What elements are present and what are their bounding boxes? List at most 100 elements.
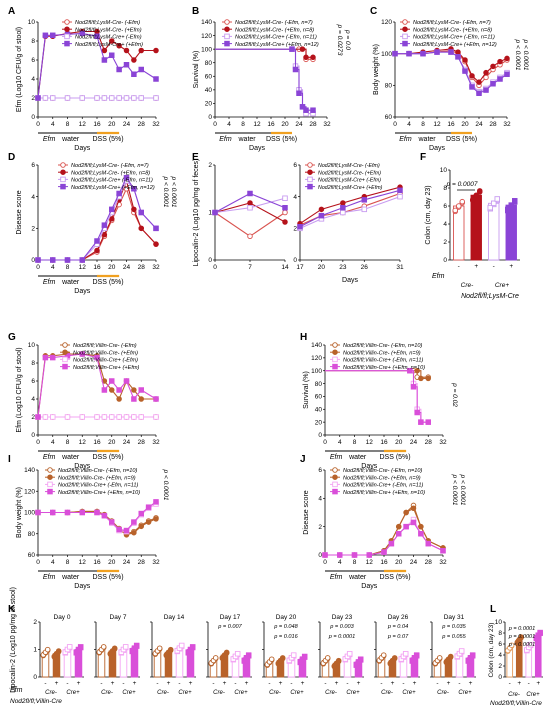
chart-G-point bbox=[94, 354, 100, 361]
chart-B-x-tick-label: 0 bbox=[213, 121, 217, 128]
chart-K-group-label: Cre- bbox=[213, 690, 225, 696]
chart-A-legend-text: Nod2fl/fl;LysM-Cre- (-Efm) bbox=[75, 20, 140, 26]
chart-A-point bbox=[153, 47, 159, 54]
chart-E-legend-text: Nod2fl/fl;LysM-Cre+ (-Efm) bbox=[318, 178, 381, 184]
chart-E2-point bbox=[397, 193, 403, 200]
panel-label-I: I bbox=[8, 454, 11, 465]
chart-K-panel-title: Day 14 bbox=[164, 614, 185, 621]
chart-G-legend-text: Nod2fl/fl;Villin-Cre+ (-Efm) bbox=[73, 358, 138, 364]
chart-K-panel-1-dot bbox=[122, 644, 129, 650]
chart-B-y-tick-label: 100 bbox=[201, 46, 212, 53]
chart-B-legend-marker bbox=[224, 40, 230, 47]
chart-L-efm-tick: - bbox=[509, 680, 511, 687]
chart-G-legend-text: Nod2fl/fl;Villin-Cre- (-Efm) bbox=[73, 343, 137, 349]
chart-F: 0 2 4 6 8 10 - + - + Colon (cm, day 23) p = 0.0007 E… bbox=[425, 167, 520, 300]
chart-A-efm-label: Efm bbox=[43, 136, 56, 143]
chart-L-y-tick-label: 4 bbox=[498, 652, 502, 659]
chart-D-dss-label: DSS (5%) bbox=[93, 279, 124, 286]
chart-A-point bbox=[79, 95, 85, 101]
chart-D-legend-marker bbox=[60, 169, 66, 175]
chart-A-point bbox=[138, 47, 144, 54]
chart-I-x-tick-label: 24 bbox=[123, 559, 131, 566]
chart-J-point bbox=[366, 552, 373, 558]
chart-K-p-value: p = 0.003 bbox=[329, 624, 354, 630]
chart-C-point bbox=[504, 71, 510, 77]
chart-B-point bbox=[303, 54, 309, 61]
panel-label-A: A bbox=[8, 6, 15, 17]
chart-K-panel-3-dot bbox=[234, 650, 241, 657]
chart-A-x-tick-label: 12 bbox=[79, 121, 87, 128]
chart-A-point bbox=[138, 95, 144, 101]
chart-C-dss-label: DSS (5%) bbox=[446, 136, 477, 143]
chart-K-panel-2-dot bbox=[189, 644, 196, 650]
panel-label-G: G bbox=[8, 332, 16, 343]
chart-A-x-tick-label: 4 bbox=[51, 121, 55, 128]
chart-A-point bbox=[123, 62, 130, 68]
chart-I-legend-text: Nod2fl/fl;Villin-Cre+ (-Efm, n=11) bbox=[58, 483, 138, 489]
chart-L-dot bbox=[537, 629, 543, 636]
chart-B-series-line bbox=[215, 48, 313, 111]
chart-E1-y-tick-label: 2 bbox=[208, 162, 212, 169]
chart-K-panel-7-efm-tick: - bbox=[458, 680, 460, 687]
chart-C: 60 80 100 120 0 4 8 12 16 20 24 28 32 Body weight (%)… bbox=[373, 19, 529, 152]
chart-J-point bbox=[388, 540, 395, 547]
chart-B-ylabel: Survival (%) bbox=[193, 51, 200, 89]
chart-H-legend-text: Nod2fl/fl;Villin-Cre+ (-Efm, n=11) bbox=[343, 358, 423, 364]
chart-G-legend-text: Nod2fl/fl;Villin-Cre+ (+Efm) bbox=[73, 365, 140, 371]
chart-K-group-label: Cre- bbox=[101, 690, 113, 696]
chart-J-legend-text: Nod2fl/fl;Villin-Cre- (-Efm, n=10) bbox=[343, 468, 422, 474]
chart-H-y-tick-label: 60 bbox=[315, 394, 323, 401]
chart-E2-y-tick-label: 2 bbox=[293, 226, 297, 233]
chart-J-y-tick-label: 4 bbox=[318, 496, 322, 503]
chart-B-legend-text: Nod2fl/fl;LysM-Cre+ (-Efm, n=11) bbox=[235, 35, 317, 41]
chart-J-point bbox=[403, 523, 409, 530]
chart-K-panel-2-efm-tick: + bbox=[189, 680, 193, 687]
chart-K-panel-5-dot bbox=[335, 657, 342, 664]
chart-D-x-tick-label: 4 bbox=[51, 264, 55, 271]
chart-E1-point bbox=[247, 204, 253, 211]
chart-J-x-tick-label: 16 bbox=[380, 559, 388, 566]
chart-K-panel-1-dot bbox=[133, 642, 140, 649]
chart-C-x-tick-label: 16 bbox=[447, 121, 455, 128]
chart-K-panel-5-dot bbox=[357, 656, 364, 662]
chart-H-legend-text: Nod2fl/fl;Villin-Cre+ (+Efm, n=10) bbox=[343, 365, 425, 371]
chart-K-panel-6-dot bbox=[413, 652, 420, 658]
chart-A-point bbox=[116, 95, 122, 101]
chart-F-y-tick-label: 10 bbox=[440, 167, 448, 174]
chart-B-point bbox=[310, 54, 316, 61]
chart-I-point bbox=[145, 519, 152, 525]
chart-I-x-tick-label: 4 bbox=[51, 559, 55, 566]
chart-F-y-tick-label: 6 bbox=[443, 203, 447, 210]
chart-C-legend-text: Nod2fl/fl;LysM-Cre- (+Efm, n=8) bbox=[413, 27, 492, 33]
chart-G-x-tick-label: 4 bbox=[51, 439, 55, 446]
chart-C-point bbox=[504, 55, 510, 62]
chart-D-legend-marker bbox=[60, 176, 66, 183]
chart-D-x-tick-label: 16 bbox=[93, 264, 101, 271]
chart-K-panel-title: Day 0 bbox=[54, 614, 71, 621]
chart-F-efm-tick: - bbox=[458, 263, 460, 270]
chart-L-y-tick-label: 0 bbox=[498, 674, 502, 681]
chart-A-dss-label: DSS (5%) bbox=[93, 136, 124, 143]
chart-F-ylabel: Colon (cm, day 23) bbox=[425, 185, 432, 244]
chart-K-efm-label: Efm bbox=[10, 687, 23, 694]
chart-K-panel-3-efm-tick: + bbox=[245, 680, 249, 687]
chart-K-group-label: Cre- bbox=[381, 690, 393, 696]
chart-C-x-tick-label: 24 bbox=[475, 121, 483, 128]
chart-I-x-tick-label: 28 bbox=[138, 559, 146, 566]
chart-L-efm-tick: - bbox=[528, 680, 530, 687]
chart-J-days-label: Days bbox=[361, 583, 377, 590]
chart-G-x-tick-label: 20 bbox=[108, 439, 116, 446]
chart-A-point bbox=[123, 47, 130, 54]
chart-G-point bbox=[79, 351, 85, 357]
chart-D-p-value: p < 0.0001 bbox=[170, 176, 177, 208]
chart-B-x-tick-label: 12 bbox=[253, 121, 261, 128]
chart-I-point bbox=[94, 509, 100, 516]
chart-I-x-tick-label: 16 bbox=[93, 559, 101, 566]
chart-E1-ylabel: Lipocalin-2 (Log10 pg/mg of feces) bbox=[193, 159, 200, 267]
chart-K-group-label: Cre- bbox=[325, 690, 337, 696]
chart-G-point bbox=[131, 396, 137, 402]
chart-B-water-label: water bbox=[238, 136, 257, 143]
